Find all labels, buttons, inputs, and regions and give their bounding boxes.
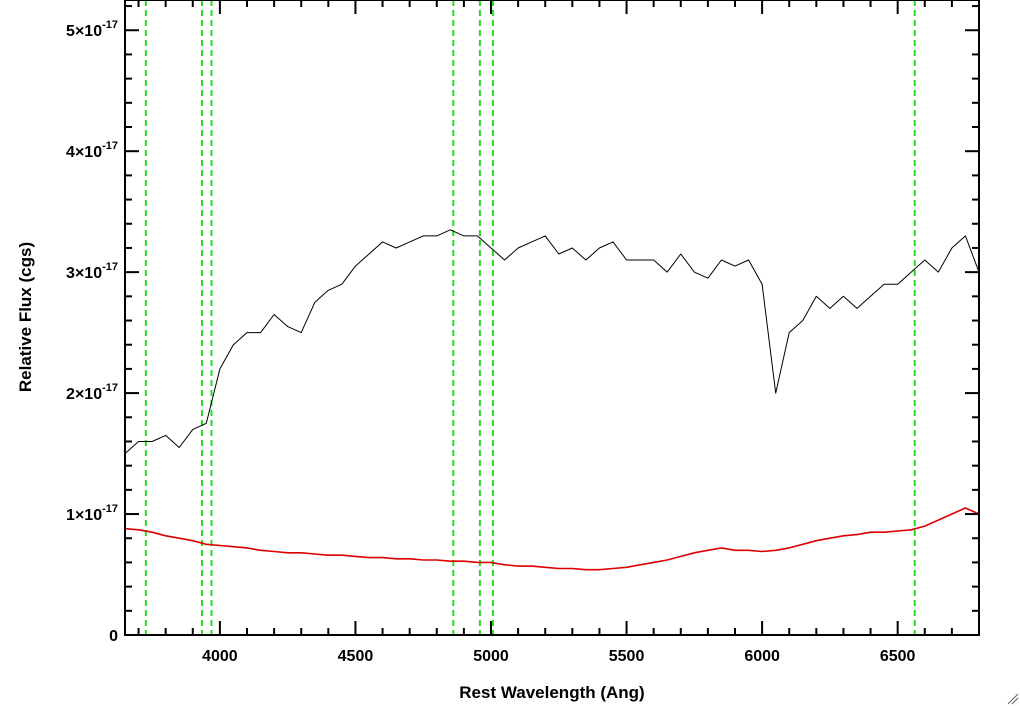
- x-tick-labels: 4000 4500 5000 5500 6000 6500: [202, 648, 915, 665]
- x-tick-label-5500: 5500: [609, 648, 645, 665]
- x-tick-label-4500: 4500: [338, 648, 374, 665]
- y-tick-label-2×10-17: 2×10-17: [66, 382, 118, 403]
- y-tick-labels: 0 1×10-17 2×10-17 3×10-17 4×10-17 5×10-17: [66, 19, 118, 645]
- y-tick-label-3×10-17: 3×10-17: [66, 261, 118, 282]
- x-tick-label-6000: 6000: [744, 648, 780, 665]
- y-axis-title: Relative Flux (cgs): [16, 242, 35, 392]
- y-tick-label-4×10-17: 4×10-17: [66, 140, 118, 161]
- reference-lines: [144, 0, 916, 635]
- x-tick-label-6500: 6500: [880, 648, 916, 665]
- series-line-0: [124, 229, 980, 454]
- axis-ticks: [125, 0, 980, 636]
- y-tick-label-0: 0: [109, 628, 118, 645]
- x-tick-label-5000: 5000: [473, 648, 509, 665]
- y-tick-label-1×10-17: 1×10-17: [66, 503, 118, 524]
- x-axis-title: Rest Wavelength (Ang): [459, 683, 644, 702]
- series-line-1: [124, 507, 980, 571]
- plot-frame: [124, 0, 980, 636]
- resize-grip-icon[interactable]: [1007, 693, 1019, 705]
- x-tick-label-4000: 4000: [202, 648, 238, 665]
- y-tick-label-5×10-17: 5×10-17: [66, 19, 118, 40]
- spectrum-series: [124, 229, 980, 571]
